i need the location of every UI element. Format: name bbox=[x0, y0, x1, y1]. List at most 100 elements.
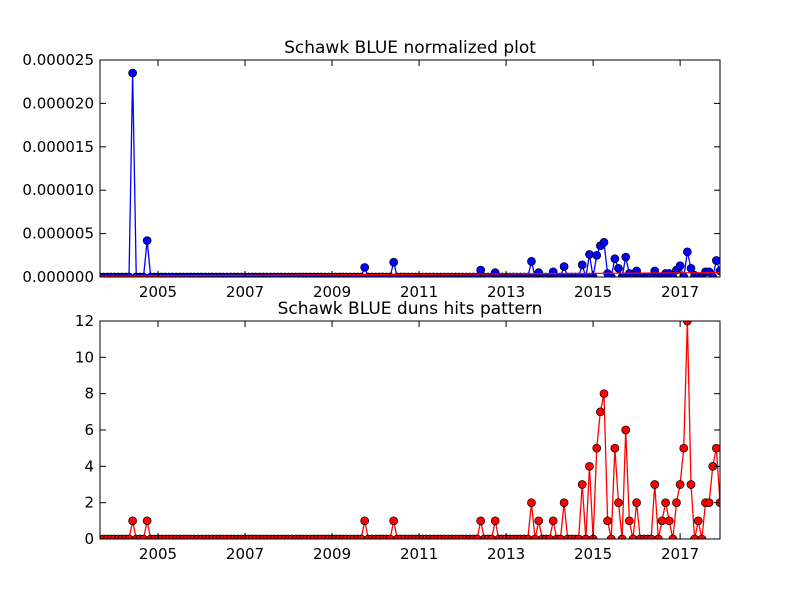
y-tick-label: 4 bbox=[84, 457, 94, 475]
plot-area bbox=[100, 321, 720, 539]
data-point bbox=[585, 250, 594, 259]
data-point bbox=[530, 534, 540, 539]
x-tick-label: 2005 bbox=[139, 283, 177, 301]
y-tick-label: 0.000015 bbox=[22, 138, 94, 156]
normalized-plot-panel: Schawk BLUE normalized plot 2005 2007 2009 2… bbox=[22, 38, 721, 301]
data-point bbox=[490, 516, 500, 526]
data-point bbox=[603, 516, 612, 526]
data-point bbox=[142, 516, 152, 526]
data-point bbox=[614, 498, 623, 508]
data-point bbox=[356, 534, 366, 539]
data-point bbox=[606, 534, 616, 539]
data-point bbox=[128, 516, 137, 526]
data-point bbox=[548, 516, 558, 526]
data-point bbox=[139, 534, 148, 539]
data-point bbox=[621, 252, 631, 262]
x-tick-label: 2017 bbox=[661, 283, 699, 301]
data-point bbox=[657, 516, 667, 526]
data-point bbox=[360, 516, 370, 526]
x-tick-label: 2011 bbox=[400, 545, 438, 563]
data-point bbox=[599, 237, 609, 247]
data-point bbox=[610, 254, 620, 264]
series-0-line bbox=[100, 73, 720, 277]
data-point bbox=[690, 534, 699, 539]
x-tick-label: 2007 bbox=[226, 545, 264, 563]
y-tick-label: 10 bbox=[75, 348, 94, 366]
data-point bbox=[712, 256, 720, 265]
data-point bbox=[545, 534, 554, 539]
data-point bbox=[577, 260, 587, 270]
data-point bbox=[142, 236, 152, 245]
plot-area bbox=[100, 68, 720, 277]
data-point bbox=[621, 425, 631, 435]
x-tick-label: 2013 bbox=[487, 545, 525, 563]
data-point bbox=[574, 534, 583, 539]
chart-title: Schawk BLUE normalized plot bbox=[284, 38, 536, 58]
data-point bbox=[686, 480, 696, 489]
data-point bbox=[472, 534, 482, 539]
x-tick-label: 2007 bbox=[226, 283, 264, 301]
x-tick-label: 2009 bbox=[313, 545, 351, 563]
axes-frame bbox=[99, 59, 721, 278]
data-point bbox=[592, 250, 602, 260]
data-point bbox=[556, 534, 565, 539]
x-tick-label: 2013 bbox=[487, 283, 525, 301]
x-tick-label: 2017 bbox=[661, 545, 699, 563]
data-point bbox=[625, 516, 634, 526]
data-point bbox=[661, 498, 670, 508]
chart-title: Schawk BLUE duns hits pattern bbox=[278, 299, 543, 319]
data-point bbox=[712, 443, 720, 453]
y-tick-label: 0.000020 bbox=[22, 94, 94, 112]
data-point bbox=[683, 321, 692, 326]
series-0-line bbox=[100, 321, 720, 539]
data-point bbox=[389, 516, 399, 526]
data-point bbox=[650, 480, 660, 489]
data-point bbox=[534, 516, 544, 526]
data-point bbox=[599, 389, 609, 399]
data-point bbox=[124, 534, 134, 539]
x-tick-label: 2005 bbox=[139, 545, 177, 563]
data-point bbox=[675, 480, 685, 489]
y-tick-label: 0 bbox=[84, 530, 94, 548]
data-point bbox=[672, 498, 681, 508]
data-point bbox=[581, 534, 591, 539]
data-point bbox=[697, 534, 707, 539]
data-point bbox=[646, 534, 656, 539]
x-tick-label: 2015 bbox=[574, 545, 612, 563]
data-point bbox=[704, 498, 714, 508]
data-point bbox=[654, 534, 663, 539]
y-tick-label: 12 bbox=[75, 312, 94, 330]
duns-hits-panel: Schawk BLUE duns hits pattern 2005 2007 200… bbox=[75, 299, 721, 563]
x-tick-label: 2011 bbox=[400, 283, 438, 301]
y-tick-label: 8 bbox=[84, 385, 94, 403]
data-point bbox=[476, 516, 486, 526]
data-point bbox=[360, 263, 370, 272]
data-point bbox=[585, 461, 594, 471]
x-tick-label: 2009 bbox=[313, 283, 351, 301]
y-tick-label: 0.000010 bbox=[22, 181, 94, 199]
data-point bbox=[577, 480, 587, 489]
data-point bbox=[523, 534, 533, 539]
data-point bbox=[679, 443, 689, 453]
y-tick-label: 0.000005 bbox=[22, 225, 94, 243]
y-tick-label: 0.000000 bbox=[22, 268, 94, 286]
data-point bbox=[617, 534, 627, 539]
data-point bbox=[128, 68, 137, 78]
data-point bbox=[559, 498, 569, 508]
data-point bbox=[668, 534, 678, 539]
data-point bbox=[389, 257, 399, 267]
data-point bbox=[614, 263, 623, 273]
x-tick-label: 2015 bbox=[574, 283, 612, 301]
data-point bbox=[693, 516, 703, 526]
data-point bbox=[628, 534, 638, 539]
data-point bbox=[527, 257, 536, 266]
data-point bbox=[559, 262, 569, 271]
data-point bbox=[595, 407, 605, 417]
data-point bbox=[675, 261, 685, 271]
y-tick-label: 6 bbox=[84, 421, 94, 439]
data-point bbox=[385, 534, 395, 539]
data-point bbox=[610, 443, 620, 453]
data-point bbox=[487, 534, 496, 539]
data-point bbox=[664, 516, 674, 526]
